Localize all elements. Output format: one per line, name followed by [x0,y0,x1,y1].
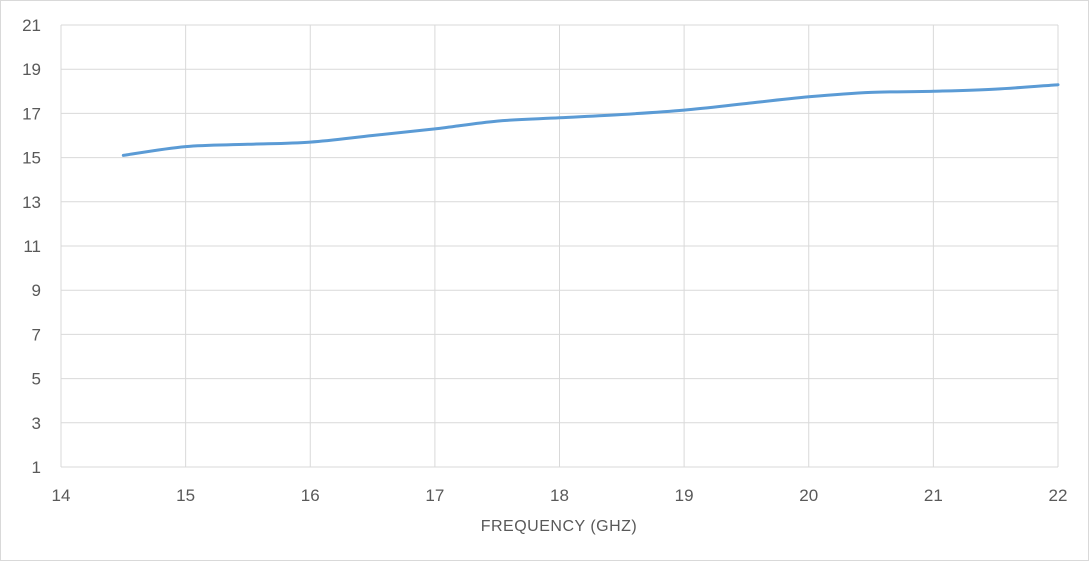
y-tick-label: 11 [23,237,41,256]
x-tick-label: 22 [1049,486,1068,505]
x-tick-label: 17 [425,486,444,505]
x-tick-label: 15 [176,486,195,505]
series-line [121,83,1060,157]
x-axis-title: FREQUENCY (GHZ) [481,518,638,535]
y-tick-label: 17 [22,104,41,123]
y-tick-label: 9 [32,281,41,300]
x-tick-label: 21 [924,486,943,505]
y-tick-label: 13 [22,193,41,212]
y-tick-label: 1 [32,458,41,477]
y-tick-label: 15 [22,149,41,168]
x-tick-label: 19 [675,486,694,505]
y-tick-label: 5 [32,370,41,389]
x-tick-label: 18 [550,486,569,505]
x-tick-labels: 14 15 16 17 18 19 20 21 22 [52,486,1068,505]
x-tick-label: 14 [52,486,71,505]
x-tick-label: 16 [301,486,320,505]
y-tick-label: 7 [32,325,41,344]
y-tick-label: 19 [22,60,41,79]
series-layer [121,83,1060,157]
y-tick-label: 3 [32,414,41,433]
y-tick-label: 21 [22,16,41,35]
x-tick-label: 20 [799,486,818,505]
x-gridlines [60,25,1059,467]
